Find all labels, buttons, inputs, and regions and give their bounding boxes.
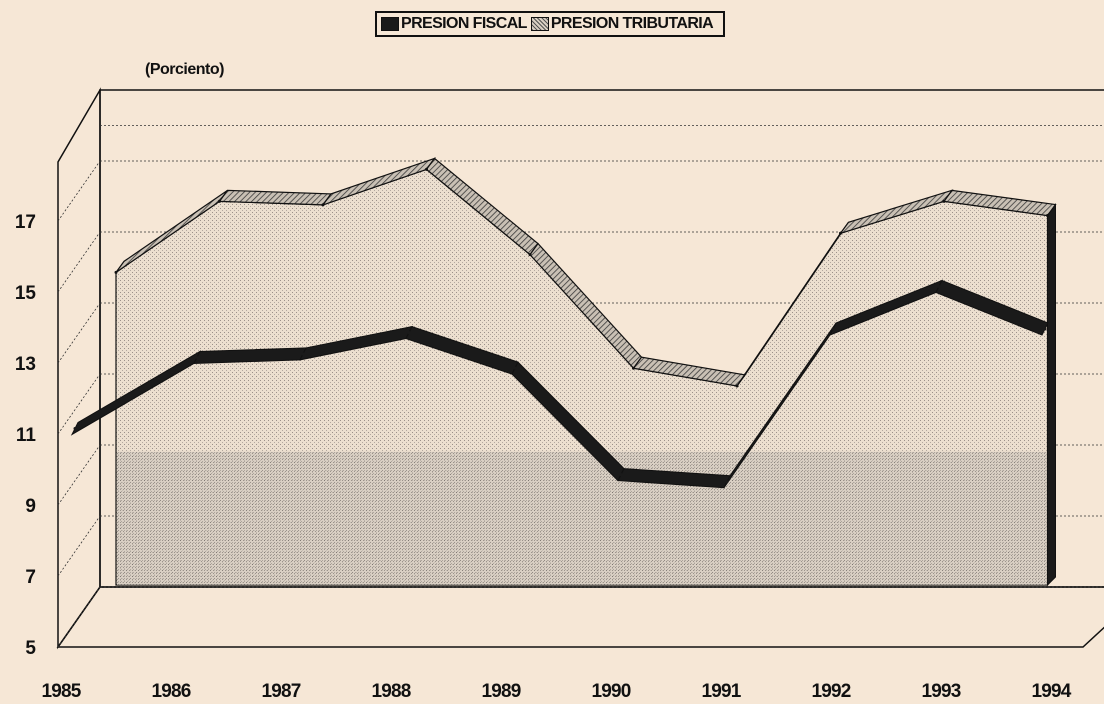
- gridline-depth: [57, 373, 101, 435]
- gridline-depth: [57, 586, 101, 648]
- fiscal-point: [301, 352, 305, 356]
- fiscal-point: [831, 327, 835, 331]
- y-tick-label: 13: [15, 354, 36, 375]
- gridline-depth: [57, 515, 101, 577]
- x-tick-label: 1993: [921, 681, 960, 702]
- tributaria-point: [735, 384, 739, 388]
- gridline-depth: [57, 231, 101, 293]
- x-tick-label: 1991: [701, 681, 741, 702]
- fiscal-point: [1043, 327, 1047, 331]
- gridline-depth: [57, 160, 101, 222]
- fiscal-point: [619, 473, 623, 477]
- tributaria-point: [839, 231, 842, 235]
- tributaria-area-layer: [114, 157, 1057, 587]
- x-tick-label: 1987: [261, 681, 300, 702]
- floor: [56, 586, 1104, 648]
- gridline-depth: [57, 302, 101, 364]
- fiscal-point: [725, 480, 729, 484]
- tributaria-point: [321, 203, 325, 207]
- y-unit-label: (Porciento): [145, 61, 224, 78]
- y-tick-label: 7: [25, 567, 36, 588]
- tributaria-area-band: [117, 451, 1047, 585]
- legend-swatch-tributaria: [530, 17, 549, 31]
- tributaria-point: [114, 270, 118, 274]
- tributaria-point: [942, 199, 946, 203]
- x-tick-label: 1988: [371, 681, 410, 702]
- fiscal-point: [195, 355, 199, 359]
- fiscal-point: [407, 331, 411, 335]
- y-tick-label: 9: [25, 496, 36, 517]
- y-tick-label: 11: [16, 425, 37, 446]
- x-tick-label: 1985: [41, 681, 81, 702]
- left-wall: [57, 87, 101, 650]
- legend-swatch-fiscal: [381, 17, 399, 31]
- y-tick-label: 17: [15, 212, 36, 233]
- x-tick-label: 1994: [1031, 681, 1071, 702]
- x-tick-label: 1992: [811, 681, 850, 702]
- y-tick-label: 5: [25, 638, 36, 659]
- x-tick-label: 1990: [591, 681, 630, 702]
- x-tick-label: 1986: [151, 681, 190, 702]
- legend: PRESION FISCAL PRESION TRIBUTARIA: [375, 11, 726, 37]
- fiscal-point: [73, 426, 77, 430]
- tributaria-point: [528, 253, 532, 257]
- tributaria-point: [632, 366, 635, 370]
- tributaria-end-face: [1047, 203, 1056, 587]
- tributaria-point: [425, 167, 428, 171]
- tributaria-point: [218, 199, 221, 203]
- fiscal-point: [937, 284, 941, 288]
- legend-label-tributaria: PRESION TRIBUTARIA: [550, 15, 714, 32]
- legend-label-fiscal: PRESION FISCAL: [401, 15, 527, 32]
- legend-item-fiscal: PRESION FISCAL: [381, 15, 527, 33]
- fiscal-ribbon-layer: [70, 279, 1049, 489]
- axis-labels: 5 7 9 11 13 15 17 1985 1986 1987 1988 1989 1990 1991 1…: [15, 212, 1073, 702]
- tributaria-point: [1046, 214, 1049, 218]
- legend-item-tributaria: PRESION TRIBUTARIA: [530, 15, 714, 33]
- fiscal-point: [513, 366, 517, 370]
- x-tick-label: 1989: [481, 681, 520, 702]
- gridline-depth: [57, 444, 101, 506]
- fiscal-ribbon-segment: [935, 279, 1049, 336]
- y-tick-label: 15: [15, 283, 37, 304]
